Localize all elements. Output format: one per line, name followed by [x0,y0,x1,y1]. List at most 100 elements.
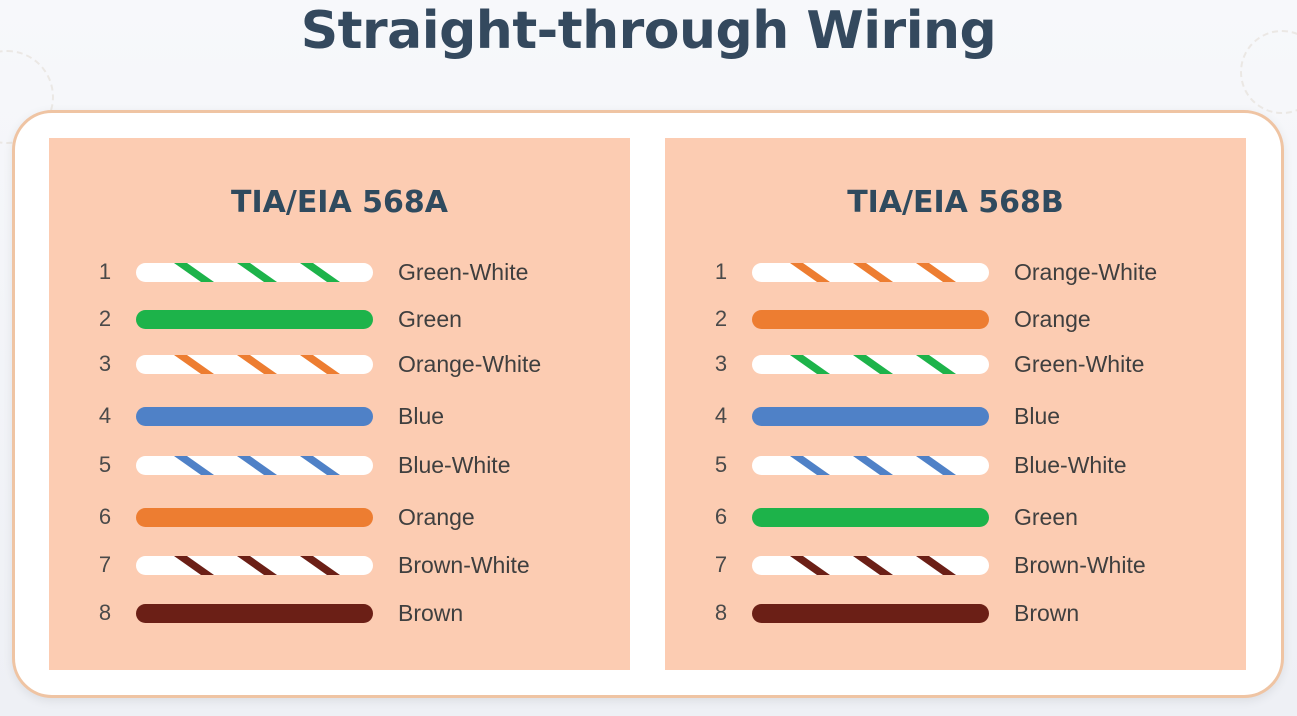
solid-wire [752,407,989,426]
pin-row: 6 Orange [49,502,630,532]
wire-stripe [790,263,830,282]
wire-body [136,604,373,623]
pin-number: 8 [98,600,112,625]
wire-color-label: Brown [398,600,464,626]
wire-stripe [300,556,340,575]
pin-number: 4 [714,403,728,428]
wire-stripe [916,556,956,575]
striped-wire [752,355,989,374]
solid-wire [136,508,373,527]
wire-stripe [237,263,277,282]
wire-body [136,407,373,426]
pin-number: 3 [714,351,728,376]
solid-wire [136,604,373,623]
striped-wire [136,263,373,282]
pin-row: 4 Blue [49,401,630,431]
wire-stripe [853,263,893,282]
wire-stripe [300,355,340,374]
striped-wire [136,456,373,475]
pin-row: 4 Blue [665,401,1246,431]
wire-color-label: Green-White [398,259,529,285]
pin-number: 5 [714,452,728,477]
wire-body [752,310,989,329]
standard-title: TIA/EIA 568B [847,185,1064,220]
wire-color-label: Orange-White [1014,259,1158,285]
solid-wire [752,508,989,527]
pin-row: 5 Blue-White [665,450,1246,480]
wire-color-label: Blue-White [1014,452,1127,478]
wire-stripe [174,263,214,282]
wire-color-label: Orange [398,504,475,530]
pin-row: 6 Green [665,502,1246,532]
wire-body [752,604,989,623]
wire-color-label: Green [398,306,462,332]
pin-number: 4 [98,403,112,428]
pin-row: 7 Brown-White [49,550,630,580]
wire-stripe [237,456,277,475]
pin-row: 7 Brown-White [665,550,1246,580]
wire-stripe [300,456,340,475]
wire-color-label: Brown-White [1014,552,1146,578]
wire-stripe [174,355,214,374]
wire-stripe [237,355,277,374]
pin-number: 2 [98,306,112,331]
solid-wire [752,310,989,329]
striped-wire [136,355,373,374]
wire-stripe [853,556,893,575]
wire-stripe [174,456,214,475]
standard-title: TIA/EIA 568A [231,185,448,220]
wire-color-label: Blue-White [398,452,511,478]
wire-body [752,508,989,527]
pin-row: 3 Green-White [665,349,1246,379]
striped-wire [752,456,989,475]
page-title: Straight-through Wiring [300,1,997,61]
wire-color-label: Green [1014,504,1078,530]
wire-color-label: Orange-White [398,351,542,377]
wire-body [136,310,373,329]
standard-panel-568b: TIA/EIA 568B 1 Orange-White 2 Orange 3 Green-… [665,138,1246,670]
pin-row: 2 Orange [665,304,1246,334]
pin-number: 5 [98,452,112,477]
pin-number: 7 [714,552,728,577]
wire-stripe [790,355,830,374]
wire-stripe [853,355,893,374]
wire-stripe [916,355,956,374]
pin-row: 1 Green-White [49,257,630,287]
wire-stripe [790,456,830,475]
pin-row: 3 Orange-White [49,349,630,379]
wire-color-label: Orange [1014,306,1091,332]
wire-body [136,508,373,527]
pin-number: 3 [98,351,112,376]
wire-body [752,407,989,426]
pin-row: 8 Brown [49,598,630,628]
wire-color-label: Brown-White [398,552,530,578]
wire-stripe [916,263,956,282]
wire-stripe [174,556,214,575]
pin-row: 5 Blue-White [49,450,630,480]
pin-number: 1 [98,259,112,284]
striped-wire [136,556,373,575]
solid-wire [136,407,373,426]
striped-wire [752,556,989,575]
pin-row: 2 Green [49,304,630,334]
standard-panel-568a: TIA/EIA 568A 1 Green-White 2 Green 3 Orange-W… [49,138,630,670]
pin-row: 1 Orange-White [665,257,1246,287]
solid-wire [136,310,373,329]
pin-number: 7 [98,552,112,577]
wire-color-label: Green-White [1014,351,1145,377]
striped-wire [752,263,989,282]
pin-row: 8 Brown [665,598,1246,628]
pin-number: 1 [714,259,728,284]
pin-number: 6 [714,504,728,529]
wire-color-label: Brown [1014,600,1080,626]
wire-stripe [853,456,893,475]
pin-number: 8 [714,600,728,625]
wire-stripe [237,556,277,575]
solid-wire [752,604,989,623]
wire-stripe [790,556,830,575]
pin-number: 2 [714,306,728,331]
wire-stripe [916,456,956,475]
wire-color-label: Blue [1014,403,1061,429]
wire-stripe [300,263,340,282]
pin-number: 6 [98,504,112,529]
